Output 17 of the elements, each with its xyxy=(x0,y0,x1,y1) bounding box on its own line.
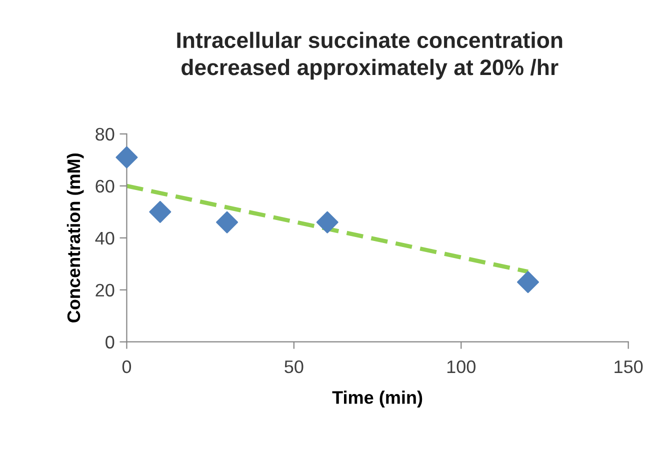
point xyxy=(517,271,539,294)
x-tick-label: 100 xyxy=(447,360,476,374)
point xyxy=(316,211,338,234)
y-tick-label: 80 xyxy=(96,128,114,141)
y-tick-label: 60 xyxy=(96,180,114,193)
chart-title: Intracellular succinate concentration decreased approximately at 20% /hr xyxy=(177,32,562,80)
point xyxy=(149,200,172,223)
x-tick-label: 0 xyxy=(122,360,132,374)
x-tick-label: 150 xyxy=(614,360,643,374)
y-tick-label: 20 xyxy=(96,284,114,297)
y-axis-title: Concentration (mM) xyxy=(66,154,84,322)
point xyxy=(216,211,238,234)
point xyxy=(116,146,138,168)
y-tick-label: 0 xyxy=(106,336,114,349)
x-axis-title: Time (min) xyxy=(332,390,422,408)
x-tick-label: 50 xyxy=(284,360,304,374)
y-tick-label: 40 xyxy=(95,232,114,245)
